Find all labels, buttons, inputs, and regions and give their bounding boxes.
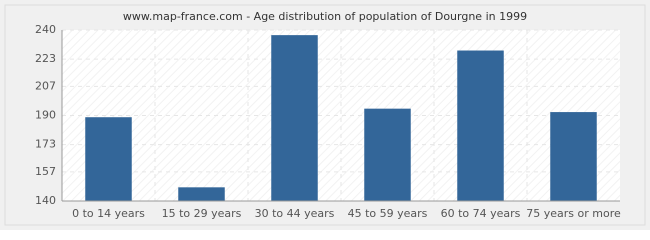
y-tick-label: 190 [35, 109, 56, 122]
chart-title: www.map-france.com - Age distribution of… [123, 10, 527, 23]
y-tick-label: 140 [35, 194, 56, 207]
x-tick-label: 15 to 29 years [162, 207, 242, 220]
y-tick-label: 223 [35, 52, 56, 65]
x-tick-label: 30 to 44 years [255, 207, 335, 220]
bar [85, 117, 132, 201]
y-tick-label: 207 [35, 79, 56, 92]
x-tick-label: 75 years or more [526, 207, 621, 220]
y-tick-label: 173 [35, 138, 56, 151]
bar [457, 50, 504, 201]
bar [550, 112, 597, 201]
y-tick-label: 240 [35, 23, 56, 36]
chart: www.map-france.com - Age distribution of… [0, 0, 650, 230]
bar [178, 187, 225, 201]
bar [271, 35, 318, 201]
x-tick-label: 45 to 59 years [348, 207, 428, 220]
bar [364, 108, 411, 201]
x-tick-label: 0 to 14 years [72, 207, 145, 220]
y-tick-label: 157 [35, 165, 56, 178]
x-tick-label: 60 to 74 years [441, 207, 521, 220]
